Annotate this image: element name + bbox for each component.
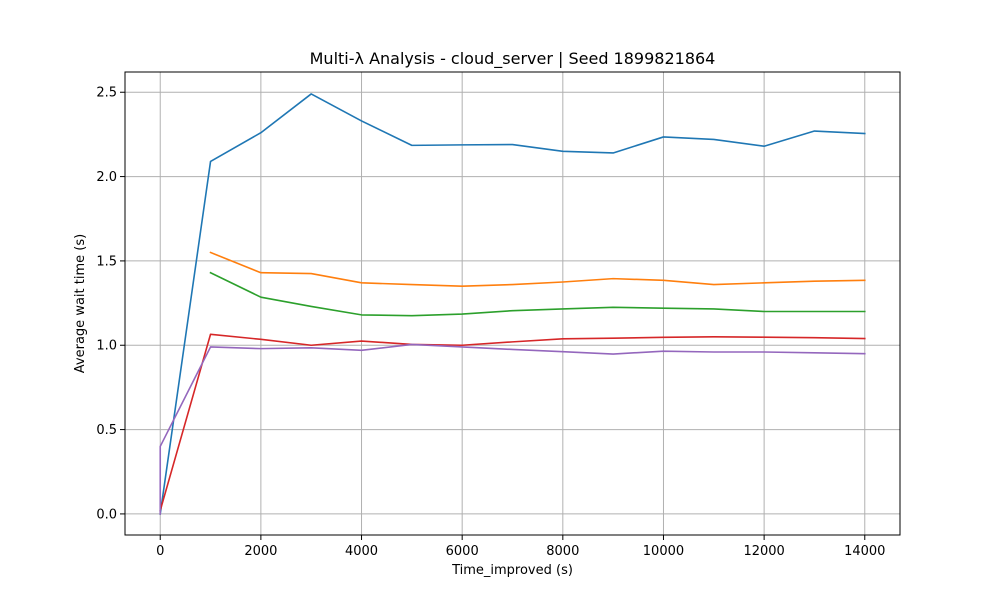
x-tick-label: 12000 xyxy=(743,544,784,559)
chart-title: Multi-λ Analysis - cloud_server | Seed 1… xyxy=(310,49,716,69)
x-tick-label: 4000 xyxy=(345,544,378,559)
y-tick-label: 0.0 xyxy=(96,507,117,522)
y-tick-label: 0.5 xyxy=(96,423,117,438)
axis-ticks: 0 2000 4000 6000 8000 10000 12000 14000 0.0 0.5 1.… xyxy=(96,86,885,559)
y-tick-label: 1.0 xyxy=(96,339,117,354)
y-tick-label: 2.0 xyxy=(96,170,117,185)
series-line-2 xyxy=(209,251,866,288)
series-line-3 xyxy=(209,271,866,317)
x-tick-label: 0 xyxy=(156,544,164,559)
x-tick-label: 14000 xyxy=(844,544,885,559)
series-line-1 xyxy=(159,93,866,515)
x-tick-label: 10000 xyxy=(643,544,684,559)
y-axis-title: Average wait time (s) xyxy=(73,234,88,373)
y-tick-label: 2.5 xyxy=(96,86,117,101)
x-tick-label: 8000 xyxy=(546,544,579,559)
series-line-4 xyxy=(159,333,866,512)
y-tick-label: 1.5 xyxy=(96,254,117,269)
plot-area-frame xyxy=(124,71,901,536)
x-axis-title: Time_improved (s) xyxy=(451,563,573,578)
series-line-5 xyxy=(159,343,866,515)
x-tick-label: 6000 xyxy=(446,544,479,559)
x-tick-label: 2000 xyxy=(244,544,277,559)
series-lines xyxy=(159,93,866,515)
grid-lines xyxy=(125,72,900,535)
